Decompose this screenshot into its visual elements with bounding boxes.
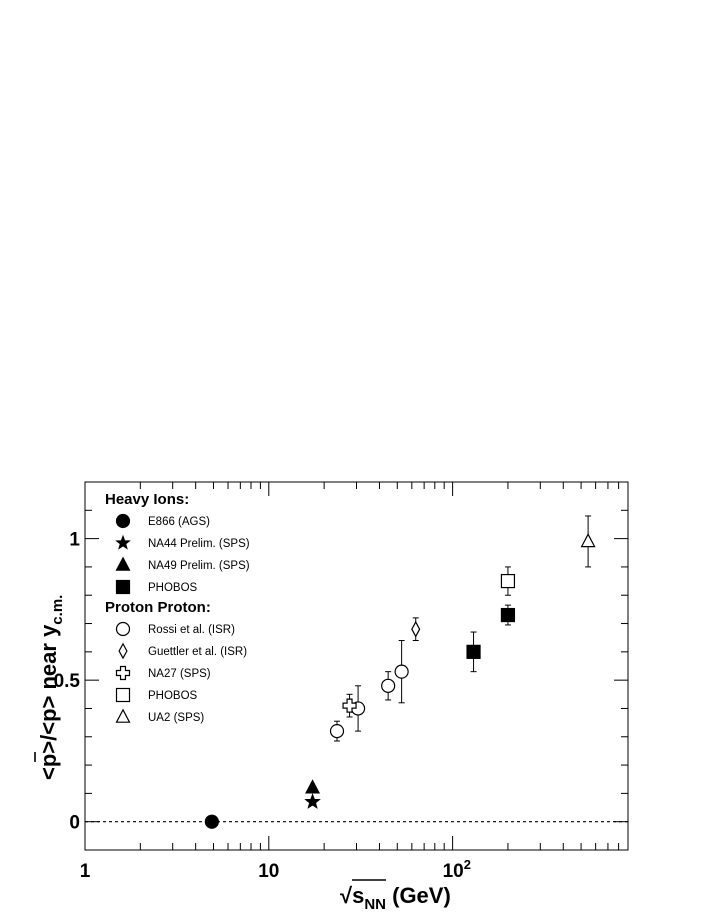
legend-entry-label: Rossi et al. (ISR) xyxy=(148,624,235,636)
legend-entry-label: PHOBOS xyxy=(148,582,198,594)
legend-marker xyxy=(118,642,128,660)
y-tick-label: 0 xyxy=(69,813,80,834)
x-axis-title-prefix: √ xyxy=(340,883,353,908)
y-axis-title: <p>/<p> near yc.m. xyxy=(36,595,66,780)
x-tick-label: 1 xyxy=(80,861,91,882)
data-point xyxy=(329,724,345,739)
data-point xyxy=(580,533,596,548)
data-point xyxy=(342,698,357,713)
x-axis-title-unit: (GeV) xyxy=(386,883,451,908)
legend-marker xyxy=(115,708,131,723)
legend-group-title: Proton Proton: xyxy=(105,599,211,616)
data-point xyxy=(304,793,321,809)
legend-entry-label: UA2 (SPS) xyxy=(148,712,204,724)
legend-entry-label: PHOBOS xyxy=(148,690,198,702)
y-tick-label: 1 xyxy=(69,530,80,551)
legend-marker xyxy=(115,579,131,595)
legend-marker xyxy=(115,534,131,550)
data-point xyxy=(305,779,321,794)
legend-entry-label: NA27 (SPS) xyxy=(148,668,211,680)
series-phobos xyxy=(466,604,516,673)
legend-entry-label: NA44 Prelim. (SPS) xyxy=(148,538,250,550)
legend-entry-label: E866 (AGS) xyxy=(148,516,210,528)
data-point xyxy=(466,644,481,659)
series-ua2-sps xyxy=(580,515,596,568)
x-axis-title-main: s xyxy=(352,883,364,908)
series-phobos xyxy=(500,566,516,596)
legend-group-title: Heavy Ions: xyxy=(105,491,189,508)
y-tick-label: 0.5 xyxy=(54,671,81,692)
data-point xyxy=(411,620,421,638)
y-axis-title-subscript: c.m. xyxy=(49,595,66,625)
x-tick-label: 102 xyxy=(443,857,471,882)
series-e866-ags xyxy=(204,814,219,829)
data-point xyxy=(500,607,516,623)
y-axis-title-main: <p>/<p> near y xyxy=(36,624,61,780)
legend-marker xyxy=(115,687,131,703)
series-na44-prelim-sps xyxy=(304,793,321,809)
legend-entry-label: Guettler et al. (ISR) xyxy=(148,646,247,658)
series-na49-prelim-sps xyxy=(305,779,321,794)
series-guettler-et-al-isr xyxy=(411,617,421,642)
data-point xyxy=(204,814,219,829)
legend-marker xyxy=(115,513,131,529)
legend-entry-label: NA49 Prelim. (SPS) xyxy=(148,560,250,572)
x-tick-label: 10 xyxy=(258,861,279,882)
legend-marker xyxy=(115,665,131,681)
x-tick-label-base: 10 xyxy=(443,861,464,882)
data-point xyxy=(500,573,516,589)
x-tick-label-exponent: 2 xyxy=(464,857,471,872)
series-na27-sps xyxy=(342,693,357,718)
data-point xyxy=(381,678,396,693)
x-axis-title-sub: NN xyxy=(364,896,386,913)
legend-marker xyxy=(115,556,131,571)
legend-marker xyxy=(115,621,131,637)
x-axis-title: √sNN (GeV) xyxy=(340,883,451,913)
data-point xyxy=(394,664,409,679)
series-rossi-et-al-isr xyxy=(329,640,409,742)
legend: Heavy Ions: E866 (AGS) NA44 Prelim. (SPS) N… xyxy=(105,491,250,724)
